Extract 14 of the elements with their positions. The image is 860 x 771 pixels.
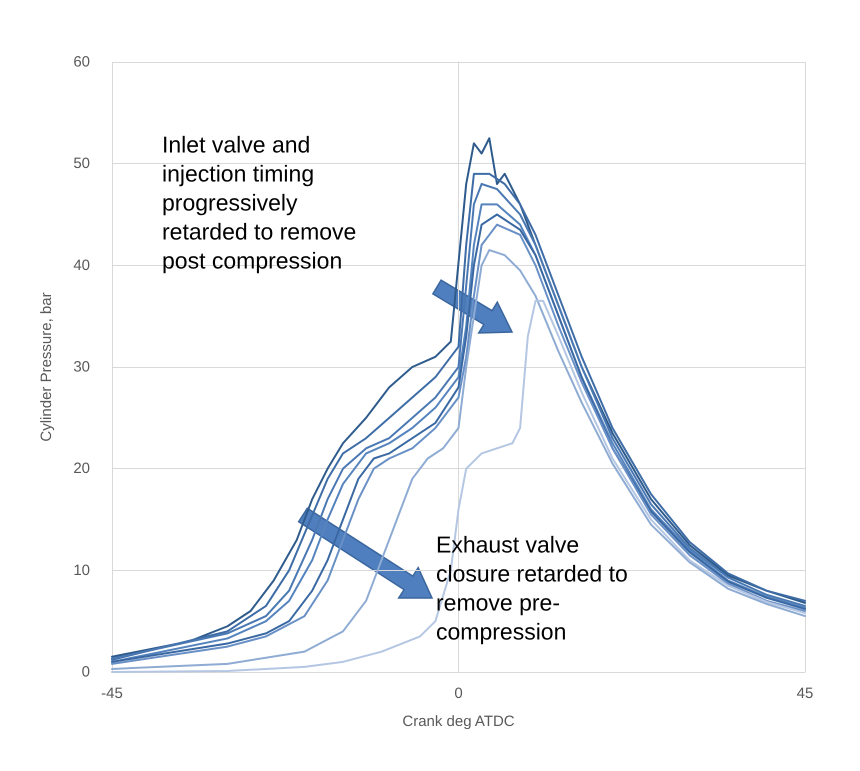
y-tick-label: 30 (73, 358, 90, 376)
y-axis-title: Cylinder Pressure, bar (38, 292, 55, 442)
x-tick-label: 0 (454, 685, 463, 702)
y-tick-label: 50 (73, 155, 90, 172)
x-tick-label: -45 (101, 685, 123, 702)
y-tick-label: 0 (82, 664, 90, 680)
x-axis-title: Crank deg ATDC (402, 713, 515, 730)
x-tick-label: 45 (796, 685, 814, 702)
y-tick-label: 20 (73, 460, 90, 478)
y-tick-label: 40 (73, 256, 90, 274)
y-tick-label: 60 (73, 54, 90, 70)
annotation: Exhaust valve closure retarded to remove pre- compression (436, 532, 628, 644)
annotation: Inlet valve and injection timing progressively retarded to remove post compression (162, 132, 356, 274)
y-tick-label: 10 (73, 562, 90, 579)
